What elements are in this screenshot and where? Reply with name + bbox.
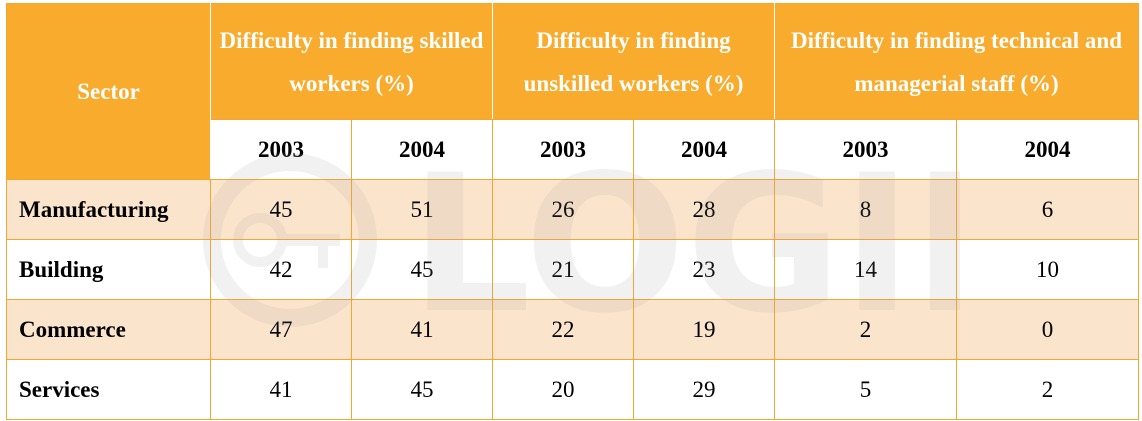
row-sector: Services	[6, 359, 211, 420]
table-cell: 0	[956, 299, 1140, 360]
table-cell: 47	[210, 299, 352, 360]
table-cell: 26	[492, 179, 634, 240]
row-sector: Building	[6, 239, 211, 300]
table-cell: 21	[492, 239, 634, 300]
table-cell: 19	[632, 299, 776, 360]
table-cell: 45	[351, 239, 493, 300]
year-header: 2004	[351, 119, 493, 180]
table-cell: 23	[632, 239, 776, 300]
table-cell: 14	[774, 239, 958, 300]
table-cell: 2	[956, 359, 1140, 420]
table-cell: 5	[774, 359, 958, 420]
row-sector: Manufacturing	[6, 179, 211, 240]
table-row: Services 41 45 20 29 5 2	[6, 359, 1140, 420]
table-cell: 42	[210, 239, 352, 300]
group-header-skilled: Difficulty in finding skilled workers (%…	[210, 3, 493, 120]
table-row: Building 42 45 21 23 14 10	[6, 239, 1140, 300]
table-cell: 28	[632, 179, 776, 240]
year-header: 2003	[210, 119, 352, 180]
year-header: 2004	[632, 119, 776, 180]
year-header: 2003	[774, 119, 958, 180]
data-table: Sector Difficulty in finding skilled wor…	[6, 3, 1140, 420]
table-cell: 41	[210, 359, 352, 420]
table-cell: 10	[956, 239, 1140, 300]
table-cell: 6	[956, 179, 1140, 240]
table-cell: 45	[210, 179, 352, 240]
table-row: Manufacturing 45 51 26 28 8 6	[6, 179, 1140, 240]
group-header-technical: Difficulty in finding technical and mana…	[774, 3, 1140, 120]
table-cell: 8	[774, 179, 958, 240]
table-cell: 2	[774, 299, 958, 360]
table-cell: 41	[351, 299, 493, 360]
row-sector: Commerce	[6, 299, 211, 360]
table-cell: 20	[492, 359, 634, 420]
year-header: 2004	[956, 119, 1140, 180]
table-cell: 22	[492, 299, 634, 360]
table-cell: 29	[632, 359, 776, 420]
header-row-years: 2003 2004 2003 2004 2003 2004	[7, 119, 1140, 180]
header-row-groups: Sector Difficulty in finding skilled wor…	[6, 3, 1140, 180]
year-header: 2003	[492, 119, 634, 180]
table-row: Commerce 47 41 22 19 2 0	[6, 299, 1140, 360]
group-header-unskilled: Difficulty in finding unskilled workers …	[491, 3, 776, 120]
table-cell: 45	[351, 359, 493, 420]
sector-header: Sector	[6, 3, 211, 180]
table-cell: 51	[351, 179, 493, 240]
